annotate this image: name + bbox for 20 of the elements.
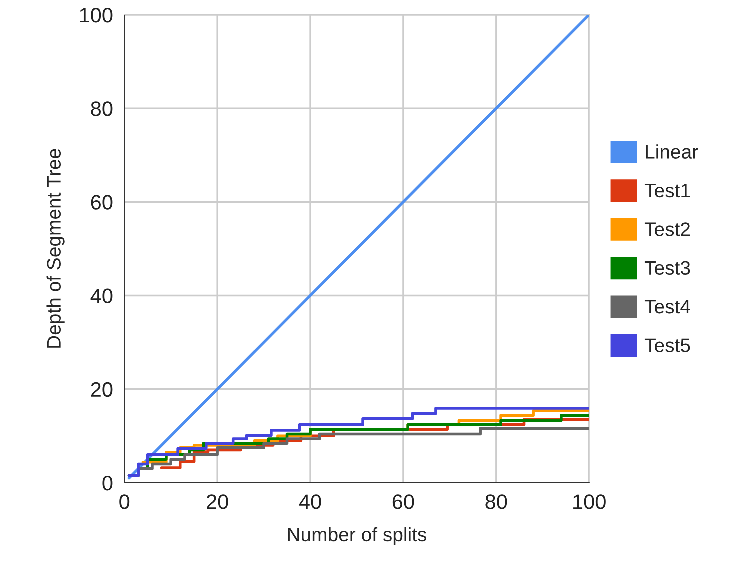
legend-label: Test5 [644,338,690,352]
y-tick-label: 60 [91,195,113,210]
y-tick-label: 100 [80,8,113,23]
legend-label: Linear [646,144,698,159]
y-tick-label: 40 [90,288,113,304]
x-tick-label: 20 [207,494,228,510]
y-tick-label: 20 [91,382,113,398]
x-axis-title: Number of splits [288,527,427,546]
y-tick-label: 80 [91,102,113,116]
legend-label: Test2 [644,222,690,236]
x-tick-label: 40 [299,494,322,510]
legend-label: Test4 [644,300,690,314]
x-tick-label: 0 [120,494,130,510]
legend-label: Test1 [644,184,690,198]
y-axis-title: Depth of Segment Tree [46,149,65,348]
x-tick-label: 60 [392,494,414,510]
y-tick-label: 0 [102,476,113,491]
x-tick-label: 100 [574,494,606,510]
legend-label: Test3 [644,261,690,276]
x-tick-label: 80 [486,494,508,510]
